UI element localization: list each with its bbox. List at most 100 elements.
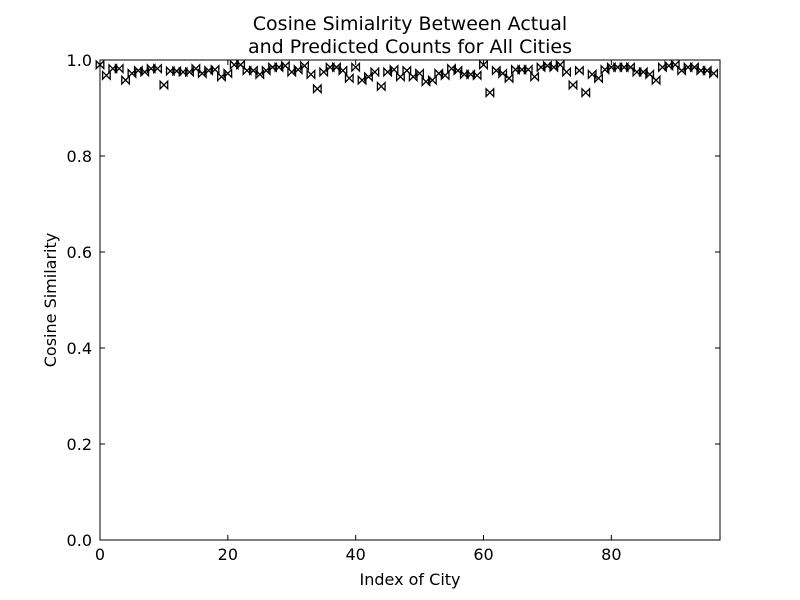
data-point <box>645 69 655 80</box>
data-point <box>153 63 162 75</box>
data-point <box>530 71 540 83</box>
data-point <box>447 63 456 75</box>
data-point <box>229 59 239 71</box>
data-point <box>364 71 373 83</box>
data-point <box>574 65 584 76</box>
data-point <box>498 68 508 79</box>
data-point <box>344 72 354 84</box>
data-point <box>434 68 444 79</box>
data-point <box>140 66 150 78</box>
data-point <box>587 69 597 80</box>
data-point <box>459 69 469 80</box>
data-point <box>613 61 623 73</box>
data-point <box>223 68 233 79</box>
data-point <box>555 59 565 71</box>
data-point <box>402 65 412 76</box>
data-point <box>268 61 278 73</box>
data-point <box>504 72 514 84</box>
data-point <box>242 65 252 76</box>
data-point <box>562 66 572 78</box>
axis-ticks: 0 20 40 60 80 0.0 0.2 0.4 0.6 0.8 1.0 <box>67 51 720 564</box>
data-point <box>689 61 699 73</box>
data-point <box>332 61 341 73</box>
data-point <box>479 59 488 71</box>
data-point <box>338 65 348 76</box>
data-point <box>248 65 258 76</box>
data-point <box>517 64 527 75</box>
data-point <box>280 60 290 72</box>
data-point <box>133 65 143 76</box>
x-tick-label: 80 <box>601 545 621 564</box>
data-point <box>606 61 616 73</box>
data-point <box>568 79 578 91</box>
y-tick-label: 0.2 <box>67 435 92 454</box>
data-point <box>146 63 156 75</box>
data-point <box>210 64 220 75</box>
data-point <box>319 66 329 78</box>
data-point <box>632 66 642 78</box>
x-tick-label: 60 <box>473 545 493 564</box>
data-point <box>114 63 124 75</box>
y-tick-label: 0.8 <box>67 147 92 166</box>
data-point <box>542 60 552 72</box>
y-tick-label: 0.4 <box>67 339 92 358</box>
data-points <box>95 59 719 99</box>
data-point <box>261 65 271 76</box>
x-tick-label: 20 <box>218 545 238 564</box>
data-point <box>523 64 533 75</box>
data-point <box>312 83 322 95</box>
data-point <box>255 69 265 80</box>
data-point <box>293 64 303 75</box>
data-point <box>108 63 118 75</box>
y-tick-label: 0.6 <box>67 243 92 262</box>
data-point <box>95 59 105 71</box>
data-point <box>325 61 335 73</box>
data-point <box>383 66 393 78</box>
data-point <box>581 87 591 99</box>
x-axis-label: Index of City <box>360 570 461 589</box>
data-point <box>178 66 188 78</box>
chart-title-line-1: Cosine Simialrity Between Actual <box>253 13 567 35</box>
x-tick-label: 40 <box>345 545 365 564</box>
data-point <box>485 87 495 99</box>
y-tick-label: 1.0 <box>67 51 92 70</box>
data-point <box>651 74 661 86</box>
data-point <box>408 71 418 83</box>
data-point <box>351 61 361 73</box>
plot-frame <box>99 59 721 541</box>
data-point <box>466 69 476 80</box>
data-point <box>670 59 680 71</box>
data-point <box>702 65 712 76</box>
data-point <box>376 81 386 92</box>
data-point <box>453 65 463 76</box>
y-axis-label: Cosine Similarity <box>41 233 60 367</box>
data-point <box>236 59 246 71</box>
data-point <box>165 65 175 77</box>
data-point <box>511 64 520 75</box>
data-point <box>185 66 194 78</box>
data-point <box>472 69 482 81</box>
data-point <box>626 61 635 73</box>
data-point <box>600 64 610 75</box>
data-point <box>287 66 297 78</box>
chart-title-line-2: and Predicted Counts for All Cities <box>248 36 572 58</box>
data-point <box>159 79 169 91</box>
data-point <box>300 60 309 72</box>
y-tick-label: 0.0 <box>67 531 92 550</box>
data-point <box>191 63 201 75</box>
data-point <box>357 74 367 86</box>
data-point <box>127 68 137 79</box>
x-tick-label: 0 <box>95 545 105 564</box>
data-point <box>638 66 648 78</box>
data-point <box>172 65 182 77</box>
data-point <box>619 61 629 73</box>
data-point <box>370 66 380 78</box>
data-point <box>197 68 207 79</box>
data-point <box>683 61 693 73</box>
data-point <box>306 69 316 80</box>
data-point <box>549 61 559 73</box>
data-point <box>415 68 425 79</box>
data-point <box>594 72 604 84</box>
data-point <box>491 65 501 76</box>
